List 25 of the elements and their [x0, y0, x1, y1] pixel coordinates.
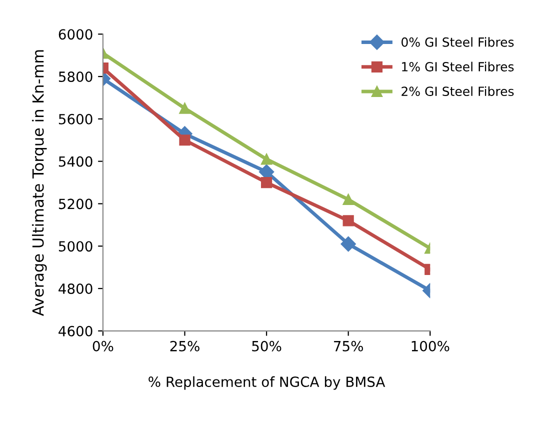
- point: [179, 134, 190, 146]
- x-tick-label: 25%: [170, 340, 200, 352]
- x-axis-title: % Replacement of NGCA by BMSA: [148, 376, 386, 390]
- point: [342, 194, 354, 206]
- point: [260, 154, 272, 165]
- point: [260, 176, 272, 188]
- y-tick-label: 5600: [58, 114, 92, 124]
- y-tick-label: 6000: [58, 29, 92, 40]
- legend-label: 2% GI Steel Fibres: [402, 86, 514, 96]
- y-axis-title: Average Ultimate Torque in Kn-mm: [32, 50, 47, 316]
- legend-label: 1% GI Steel Fibres: [402, 62, 514, 72]
- y-tick-label: 5200: [58, 198, 92, 210]
- point: [179, 102, 190, 114]
- y-tick-label: 5800: [58, 71, 92, 82]
- y-tick-label: 4600: [58, 326, 92, 336]
- point: [340, 236, 356, 252]
- y-tick-label: 5400: [58, 156, 92, 167]
- x-tick-label: 75%: [334, 340, 363, 352]
- y-tick-label: 4800: [58, 283, 92, 294]
- legend-label: 0% GI Steel Fibres: [402, 37, 514, 47]
- x-tick-label: 50%: [252, 340, 282, 352]
- y-tick-label: 5000: [58, 241, 92, 252]
- x-tick-label: 100%: [412, 340, 450, 352]
- x-tick-label: 0%: [92, 340, 114, 352]
- point: [342, 215, 354, 226]
